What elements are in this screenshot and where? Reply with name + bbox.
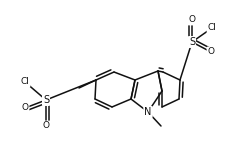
Text: S: S	[43, 95, 49, 105]
Text: Cl: Cl	[20, 77, 29, 86]
Text: O: O	[188, 15, 195, 24]
Text: N: N	[144, 107, 151, 117]
Text: Cl: Cl	[207, 24, 215, 32]
Text: O: O	[207, 48, 214, 56]
Text: O: O	[42, 121, 49, 131]
Text: S: S	[188, 37, 194, 47]
Text: O: O	[21, 104, 28, 113]
